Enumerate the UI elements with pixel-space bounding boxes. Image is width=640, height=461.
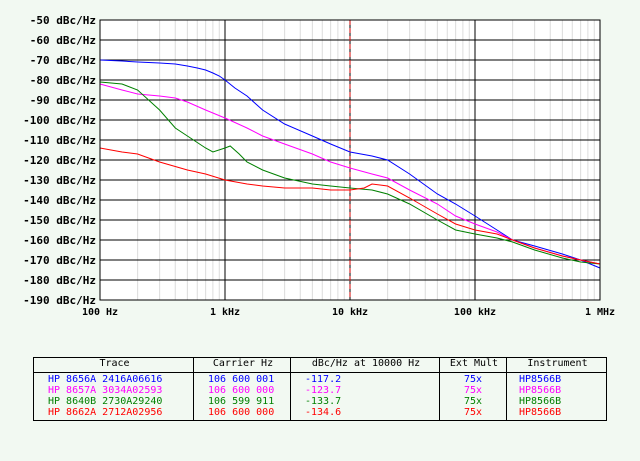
plot-frame [99,19,601,301]
x-tick-label: 10 kHz [332,307,368,318]
y-tick-label: -160 dBc/Hz [23,234,96,247]
legend-instrument-4: HP8566B [519,407,562,418]
legend-header-dbc: dBc/Hz at 10000 Hz [290,357,440,373]
trace-legend-table: Trace Carrier Hz dBc/Hz at 10000 Hz Ext … [33,357,607,421]
legend-dbc-2: -123.7 [305,385,342,396]
legend-col-instrument: HP8566B HP8566B HP8566B HP8566B [506,372,607,421]
legend-header-row: Trace Carrier Hz dBc/Hz at 10000 Hz Ext … [33,357,607,373]
legend-carrier-4: 106 600 000 [208,407,275,418]
legend-dbc-4: -134.6 [305,407,342,418]
y-tick-label: -80 dBc/Hz [30,74,96,87]
series-line-4 [99,147,601,265]
legend-header-carrier: Carrier Hz [193,357,291,373]
x-tick-label: 100 Hz [82,307,118,318]
legend-mult-1: 75x [464,374,483,385]
y-tick-label: -100 dBc/Hz [23,114,96,127]
series-line-3 [99,81,601,265]
y-tick-label: -50 dBc/Hz [30,14,96,27]
legend-dbc-1: -117.2 [305,374,342,385]
legend-trace-2: HP 8657A 3034A02593 [48,385,163,396]
x-tick-label: 1 kHz [210,307,240,318]
y-tick-label: -150 dBc/Hz [23,214,96,227]
legend-carrier-3: 106 599 911 [208,396,275,407]
legend-col-mult: 75x 75x 75x 75x [439,372,507,421]
legend-header-trace: Trace [33,357,194,373]
y-tick-label: -120 dBc/Hz [23,154,96,167]
y-tick-label: -110 dBc/Hz [23,134,96,147]
legend-trace-3: HP 8640B 2730A29240 [48,396,163,407]
legend-col-dbc: -117.2 -123.7 -133.7 -134.6 [290,372,440,421]
phase-noise-chart: -50 dBc/Hz -60 dBc/Hz -70 dBc/Hz -80 dBc/Hz… [23,14,615,318]
y-tick-label: -180 dBc/Hz [23,274,96,287]
x-tick-label: 1 MHz [585,307,615,318]
legend-header-mult: Ext Mult [439,357,507,373]
legend-mult-4: 75x [464,407,483,418]
y-tick-label: -170 dBc/Hz [23,254,96,267]
y-tick-label: -90 dBc/Hz [30,94,96,107]
legend-mult-3: 75x [464,396,483,407]
legend-carrier-2: 106 600 000 [208,385,275,396]
y-tick-label: -60 dBc/Hz [30,34,96,47]
y-tick-label: -190 dBc/Hz [23,294,96,307]
legend-instrument-1: HP8566B [519,374,562,385]
legend-col-trace: HP 8656A 2416A06616 HP 8657A 3034A02593 … [33,372,194,421]
y-tick-label: -130 dBc/Hz [23,174,96,187]
y-tick-label: -140 dBc/Hz [23,194,96,207]
legend-trace-4: HP 8662A 2712A02956 [48,407,163,418]
legend-col-carrier: 106 600 001 106 600 000 106 599 911 106 … [193,372,291,421]
legend-dbc-3: -133.7 [305,396,342,407]
legend-carrier-1: 106 600 001 [208,374,275,385]
legend-instrument-3: HP8566B [519,396,562,407]
legend-mult-2: 75x [464,385,483,396]
legend-trace-1: HP 8656A 2416A06616 [48,374,163,385]
legend-header-instrument: Instrument [506,357,607,373]
legend-instrument-2: HP8566B [519,385,562,396]
legend-body-row: HP 8656A 2416A06616 HP 8657A 3034A02593 … [33,372,607,421]
x-tick-label: 100 kHz [454,307,496,318]
y-tick-label: -70 dBc/Hz [30,54,96,67]
series-line-1 [99,59,601,269]
